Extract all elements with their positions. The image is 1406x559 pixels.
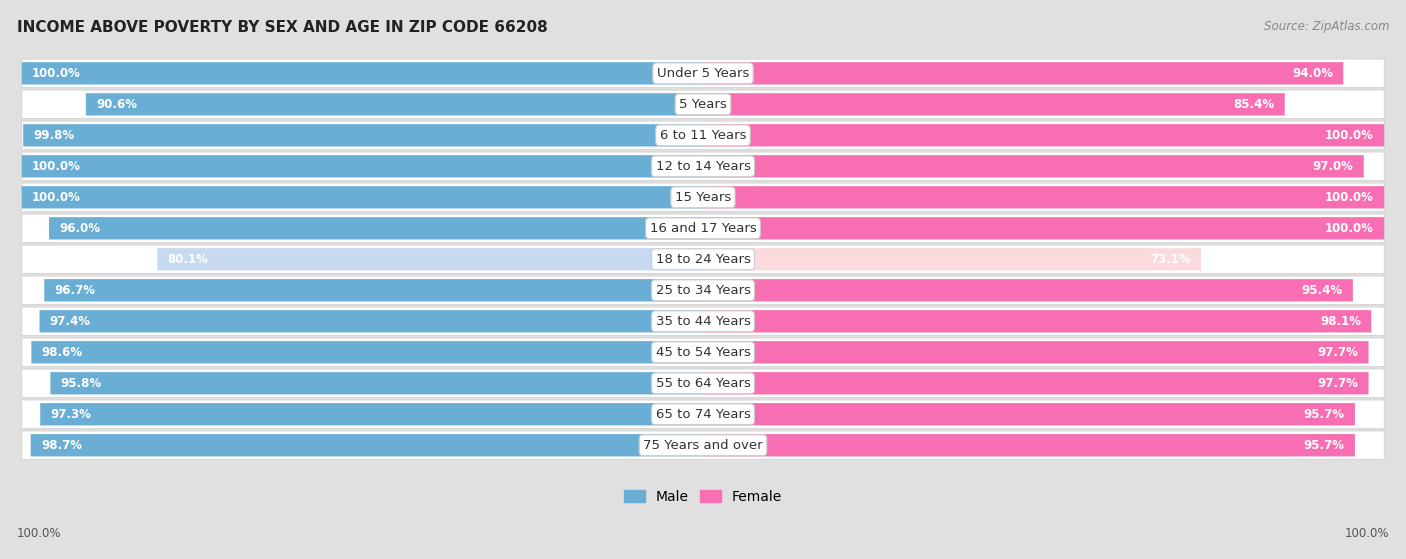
FancyBboxPatch shape — [31, 341, 703, 363]
Text: 97.0%: 97.0% — [1313, 160, 1354, 173]
Text: 95.4%: 95.4% — [1302, 284, 1343, 297]
Text: Source: ZipAtlas.com: Source: ZipAtlas.com — [1264, 20, 1389, 32]
Text: 100.0%: 100.0% — [32, 191, 82, 204]
FancyBboxPatch shape — [22, 155, 703, 177]
Text: 16 and 17 Years: 16 and 17 Years — [650, 222, 756, 235]
FancyBboxPatch shape — [22, 152, 1384, 181]
Text: 75 Years and over: 75 Years and over — [643, 439, 763, 452]
FancyBboxPatch shape — [703, 341, 1368, 363]
FancyBboxPatch shape — [703, 434, 1355, 456]
Text: 96.0%: 96.0% — [59, 222, 100, 235]
Legend: Male, Female: Male, Female — [619, 484, 787, 509]
Text: INCOME ABOVE POVERTY BY SEX AND AGE IN ZIP CODE 66208: INCOME ABOVE POVERTY BY SEX AND AGE IN Z… — [17, 20, 547, 35]
Text: 5 Years: 5 Years — [679, 98, 727, 111]
FancyBboxPatch shape — [22, 369, 1384, 397]
Text: 100.0%: 100.0% — [1324, 222, 1374, 235]
Text: 98.1%: 98.1% — [1320, 315, 1361, 328]
Text: 45 to 54 Years: 45 to 54 Years — [655, 346, 751, 359]
FancyBboxPatch shape — [22, 214, 1384, 243]
Text: 18 to 24 Years: 18 to 24 Years — [655, 253, 751, 266]
FancyBboxPatch shape — [22, 59, 1384, 88]
Text: 97.3%: 97.3% — [51, 408, 91, 421]
Text: 97.4%: 97.4% — [49, 315, 91, 328]
FancyBboxPatch shape — [703, 124, 1384, 146]
Text: 97.7%: 97.7% — [1317, 377, 1358, 390]
FancyBboxPatch shape — [703, 217, 1384, 239]
Text: 97.7%: 97.7% — [1317, 346, 1358, 359]
Text: 95.7%: 95.7% — [1303, 439, 1344, 452]
Text: 80.1%: 80.1% — [167, 253, 208, 266]
FancyBboxPatch shape — [86, 93, 703, 116]
FancyBboxPatch shape — [39, 310, 703, 333]
FancyBboxPatch shape — [22, 62, 703, 84]
Text: 98.6%: 98.6% — [42, 346, 83, 359]
FancyBboxPatch shape — [22, 186, 703, 209]
Text: 12 to 14 Years: 12 to 14 Years — [655, 160, 751, 173]
FancyBboxPatch shape — [22, 90, 1384, 119]
FancyBboxPatch shape — [22, 124, 703, 146]
FancyBboxPatch shape — [703, 279, 1353, 301]
Text: 6 to 11 Years: 6 to 11 Years — [659, 129, 747, 142]
Text: 98.7%: 98.7% — [41, 439, 82, 452]
FancyBboxPatch shape — [22, 431, 1384, 459]
FancyBboxPatch shape — [703, 186, 1384, 209]
Text: 100.0%: 100.0% — [32, 67, 82, 80]
Text: 100.0%: 100.0% — [1324, 129, 1374, 142]
FancyBboxPatch shape — [22, 183, 1384, 211]
FancyBboxPatch shape — [22, 245, 1384, 273]
FancyBboxPatch shape — [703, 248, 1201, 271]
FancyBboxPatch shape — [703, 403, 1355, 425]
FancyBboxPatch shape — [703, 372, 1368, 395]
FancyBboxPatch shape — [703, 310, 1371, 333]
Text: 55 to 64 Years: 55 to 64 Years — [655, 377, 751, 390]
Text: 96.7%: 96.7% — [55, 284, 96, 297]
FancyBboxPatch shape — [22, 121, 1384, 150]
Text: 95.8%: 95.8% — [60, 377, 101, 390]
FancyBboxPatch shape — [49, 217, 703, 239]
FancyBboxPatch shape — [22, 307, 1384, 335]
FancyBboxPatch shape — [22, 338, 1384, 367]
FancyBboxPatch shape — [703, 93, 1285, 116]
FancyBboxPatch shape — [51, 372, 703, 395]
FancyBboxPatch shape — [703, 62, 1343, 84]
Text: 100.0%: 100.0% — [1324, 191, 1374, 204]
Text: 15 Years: 15 Years — [675, 191, 731, 204]
Text: 25 to 34 Years: 25 to 34 Years — [655, 284, 751, 297]
Text: 90.6%: 90.6% — [96, 98, 136, 111]
FancyBboxPatch shape — [41, 403, 703, 425]
FancyBboxPatch shape — [157, 248, 703, 271]
FancyBboxPatch shape — [45, 279, 703, 301]
FancyBboxPatch shape — [22, 276, 1384, 305]
FancyBboxPatch shape — [703, 155, 1364, 177]
Text: 99.8%: 99.8% — [34, 129, 75, 142]
FancyBboxPatch shape — [31, 434, 703, 456]
Text: 35 to 44 Years: 35 to 44 Years — [655, 315, 751, 328]
Text: 65 to 74 Years: 65 to 74 Years — [655, 408, 751, 421]
Text: 94.0%: 94.0% — [1292, 67, 1333, 80]
Text: 95.7%: 95.7% — [1303, 408, 1344, 421]
Text: 100.0%: 100.0% — [1344, 527, 1389, 541]
Text: 100.0%: 100.0% — [17, 527, 62, 541]
Text: 73.1%: 73.1% — [1150, 253, 1191, 266]
Text: Under 5 Years: Under 5 Years — [657, 67, 749, 80]
FancyBboxPatch shape — [22, 400, 1384, 429]
Text: 85.4%: 85.4% — [1233, 98, 1274, 111]
Text: 100.0%: 100.0% — [32, 160, 82, 173]
